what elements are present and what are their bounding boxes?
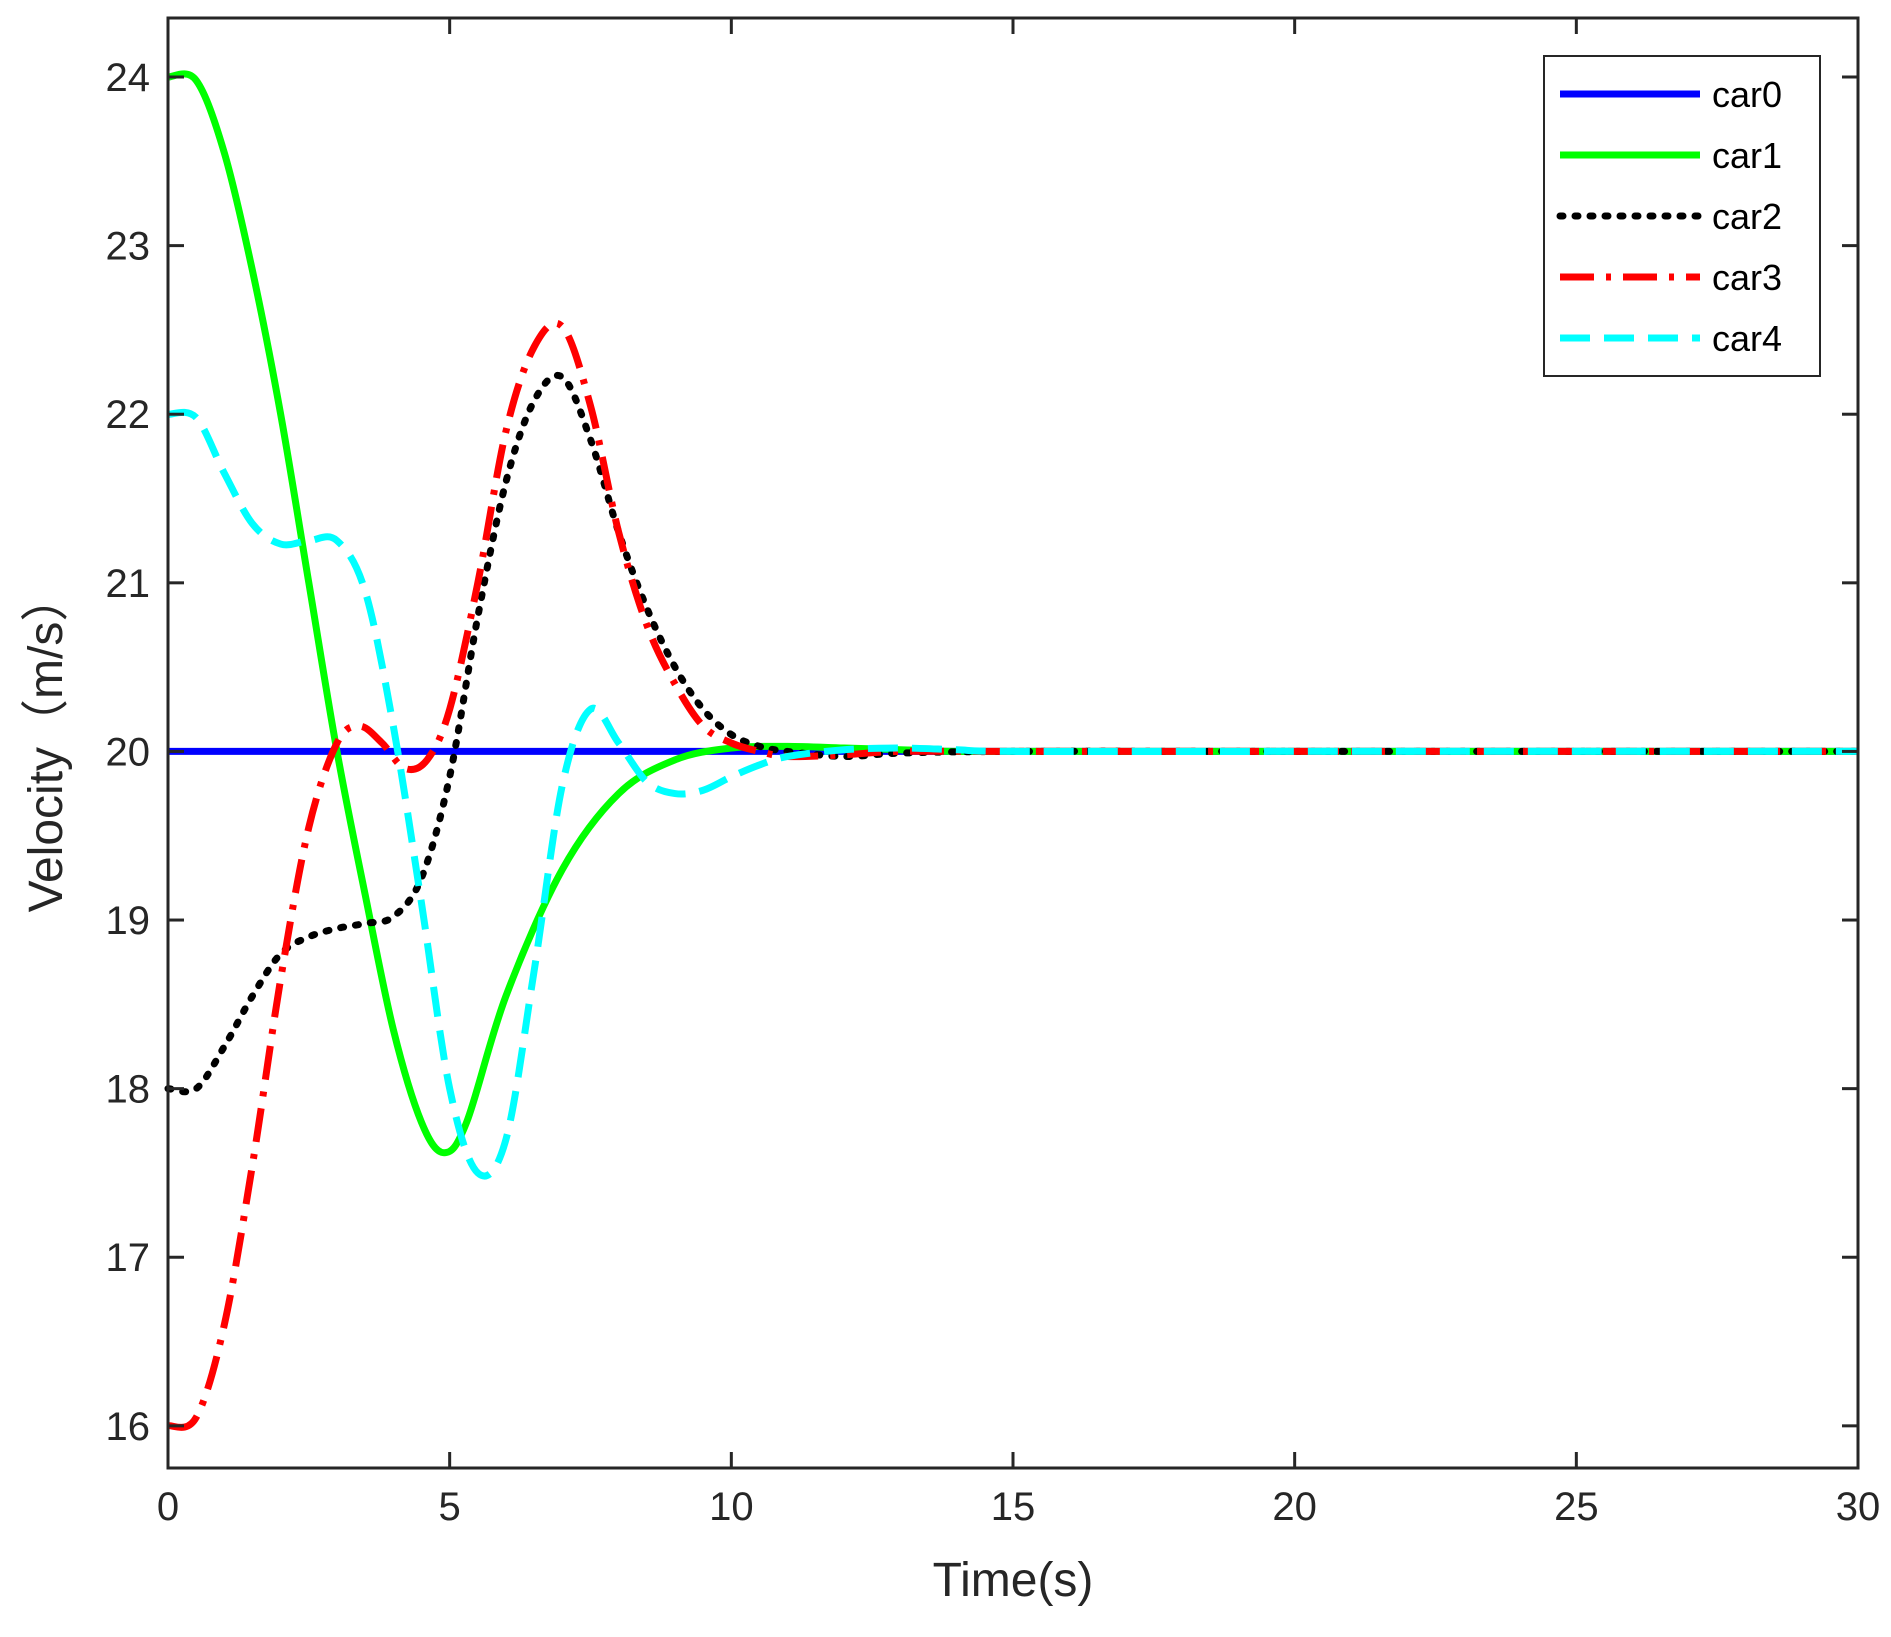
x-tick-label: 10 [709,1485,754,1529]
y-tick-label: 22 [106,393,151,437]
series-layer [164,70,1862,1431]
legend-label-car4: car4 [1712,318,1782,359]
legend-label-car0: car0 [1712,74,1782,115]
y-tick-label: 23 [106,225,151,269]
legend-items: car0 car1 car2 car3 car4 [1556,74,1782,359]
series-line-car4 [167,408,1858,1180]
x-tick-label: 20 [1272,1485,1317,1529]
x-tick-label: 15 [991,1485,1036,1529]
x-axis-label: Time(s) [933,1554,1094,1607]
x-tick-label: 5 [439,1485,461,1529]
y-tick-label: 17 [106,1236,151,1280]
tick-layer: 0 5 10 15 20 25 30 16 17 18 19 20 21 22 23 24 [106,18,1881,1529]
legend-label-car2: car2 [1712,196,1782,237]
legend: car0 car1 car2 car3 car4 [1543,55,1821,377]
y-tick-label: 19 [106,899,151,943]
y-tick-label: 20 [106,730,151,774]
legend-label-car1: car1 [1712,135,1782,176]
y-tick-label: 18 [106,1068,151,1112]
x-tick-label: 30 [1836,1485,1881,1529]
x-tick-label: 0 [157,1485,179,1529]
y-axis-label: Velocity（m/s） [20,574,73,913]
x-tick-label: 25 [1554,1485,1599,1529]
y-tick-label: 21 [106,562,151,606]
legend-label-car3: car3 [1712,257,1782,298]
y-tick-label: 24 [106,56,151,100]
y-tick-label: 16 [106,1405,151,1449]
